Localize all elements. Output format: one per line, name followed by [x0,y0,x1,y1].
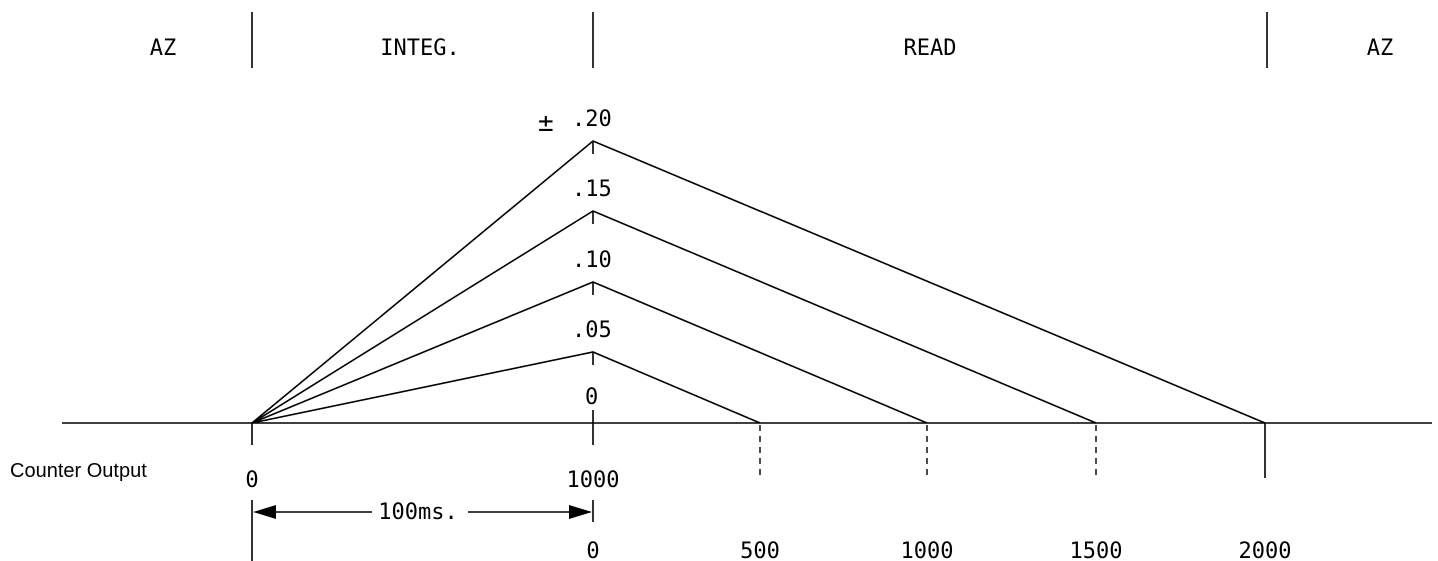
counter-output-row: Counter Output 0 1000 [10,423,619,493]
phase-az-left: AZ [150,36,177,61]
timing-dimension: 100ms. [251,500,594,561]
peak-label-020: .20 [572,107,612,132]
counter-start: 0 [245,468,258,493]
peak-label-015: .15 [572,177,612,202]
arrow-left-icon [253,505,276,519]
phase-read: READ [904,36,957,61]
read-count-500: 500 [740,539,780,561]
peak-label-005: .05 [572,318,612,343]
peak-label-010: .10 [572,248,612,273]
read-count-0: 0 [586,539,599,561]
ramp-020 [251,140,1266,424]
read-count-2000: 2000 [1239,539,1292,561]
arrow-right-icon [569,505,592,519]
peak-labels: ± .20 .15 .10 .05 0 [538,107,612,410]
counter-output-label: Counter Output [10,460,147,482]
phase-integ: INTEG. [380,36,459,61]
sign-label: ± [538,108,554,138]
ramp-005 [251,351,761,424]
read-end-markers [759,423,1266,480]
read-count-1000: 1000 [901,539,954,561]
integrator-ramps [251,140,1266,424]
counter-integ-end: 1000 [567,468,620,493]
read-counts: 0 500 1000 1500 2000 [586,539,1291,561]
read-count-1500: 1500 [1070,539,1123,561]
timing-label: 100ms. [378,500,457,525]
phase-az-right: AZ [1367,36,1394,61]
peak-label-0: 0 [585,385,598,410]
phase-header: AZ INTEG. READ AZ [150,12,1394,68]
